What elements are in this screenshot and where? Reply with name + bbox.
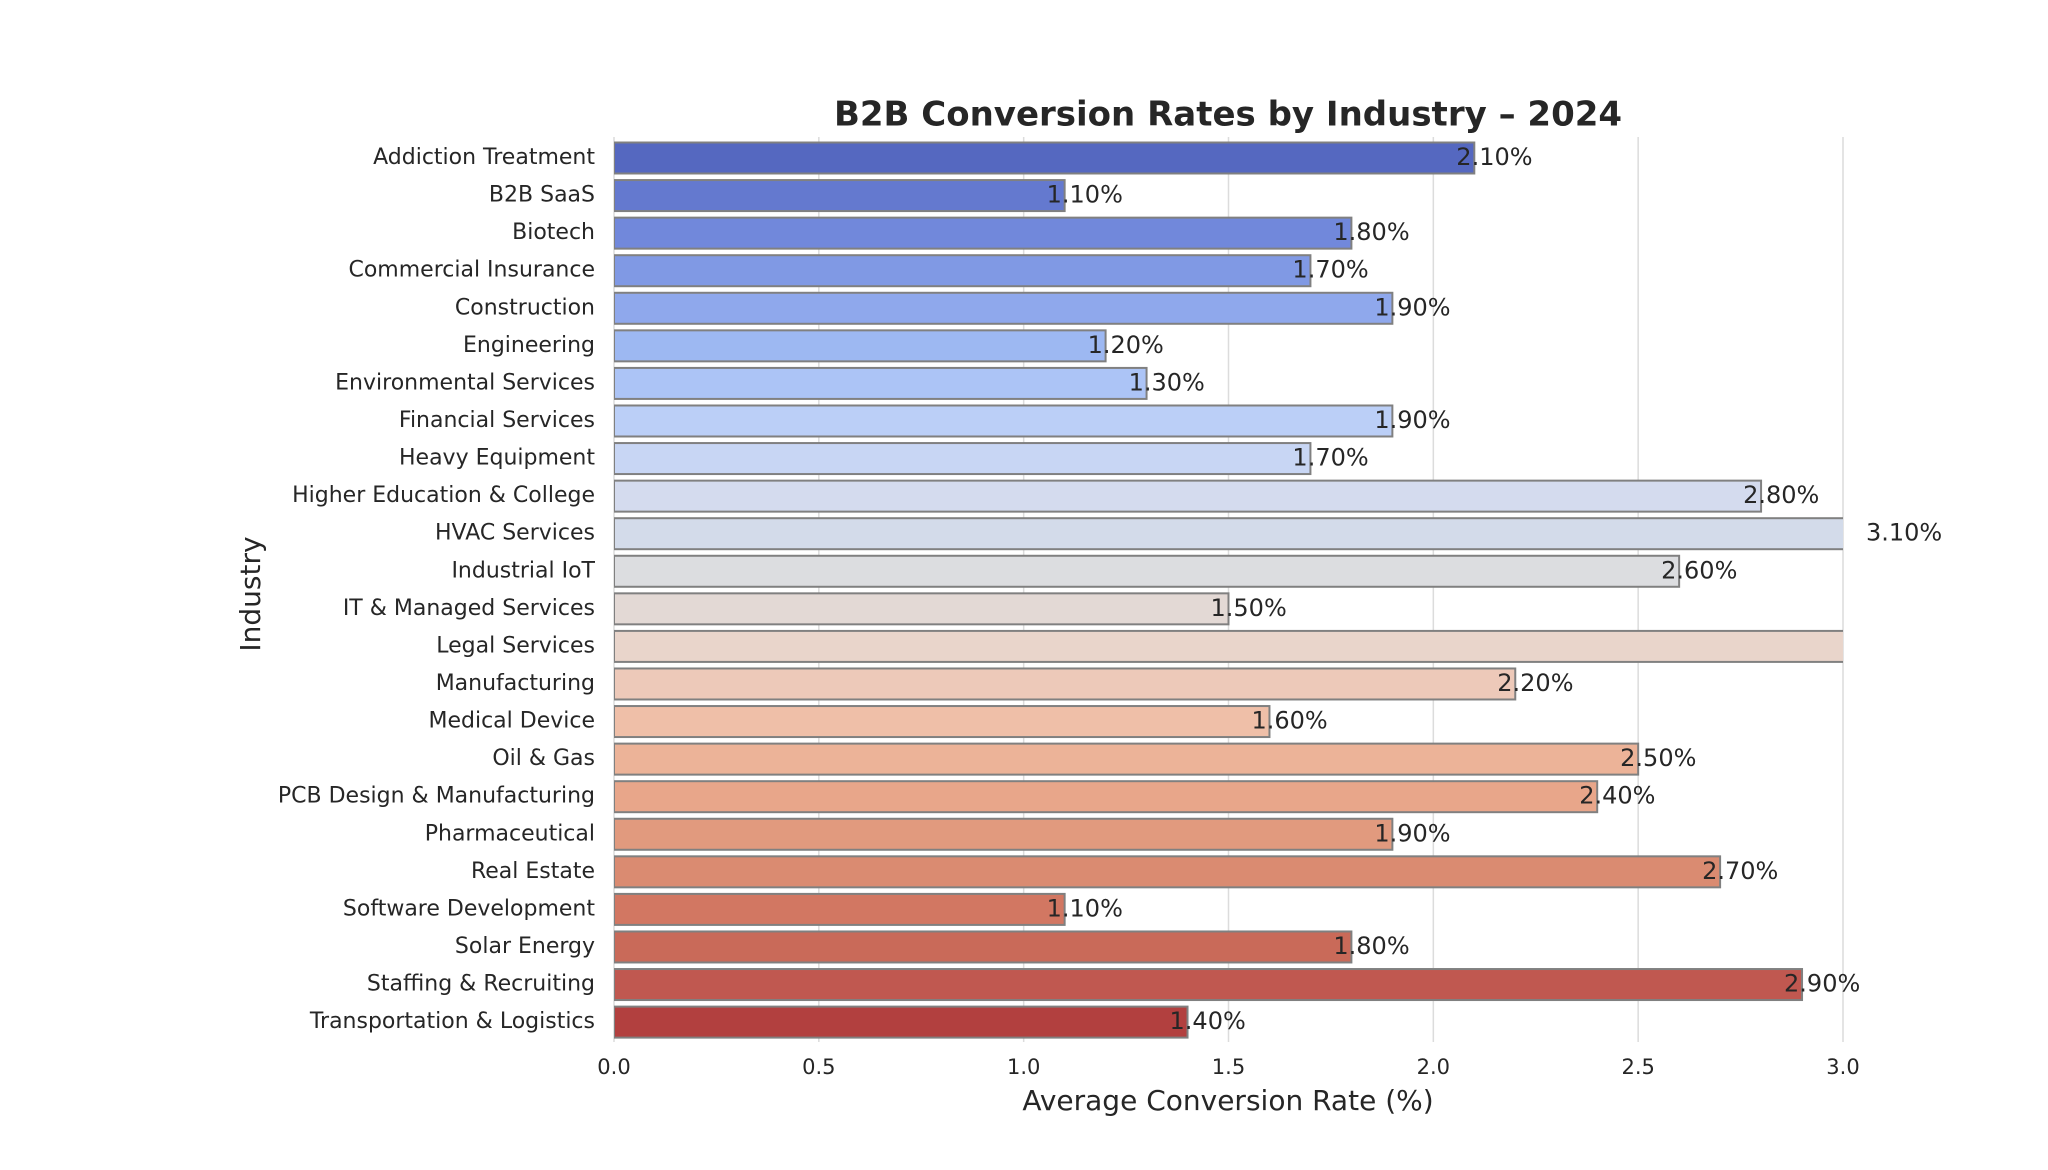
data-label: 2.10% [1456, 143, 1532, 171]
data-label: 1.80% [1333, 218, 1409, 246]
data-label: 2.70% [1702, 857, 1778, 885]
bar [614, 705, 1271, 739]
y-tick-label: Environmental Services [335, 370, 595, 395]
y-tick-label: HVAC Services [435, 521, 595, 546]
bar [614, 291, 1394, 325]
data-label: 3.10% [1866, 519, 1942, 547]
y-tick-label: Pharmaceutical [425, 821, 595, 846]
x-tick-label: 2.5 [1621, 1055, 1654, 1079]
bars [614, 141, 1843, 1039]
y-tick-label: Transportation & Logistics [309, 1009, 595, 1034]
data-label: 1.80% [1333, 932, 1409, 960]
bar [614, 592, 1230, 626]
data-label: 1.40% [1170, 1007, 1246, 1035]
y-axis-label: Industry [234, 536, 267, 651]
bar [614, 1005, 1189, 1039]
y-tick-label: Financial Services [399, 408, 595, 433]
bar [614, 817, 1394, 851]
bar [614, 366, 1148, 400]
labels: 0.0 0.5 1.0 1.5 2.0 2.5 3.0 Addiction Treatment… [278, 143, 1942, 1079]
data-label: 2.90% [1784, 970, 1860, 998]
bar [614, 404, 1394, 438]
y-tick-label: Oil & Gas [492, 746, 595, 771]
bar [614, 329, 1107, 363]
data-label: 1.70% [1292, 256, 1368, 284]
y-tick-label: Industrial IoT [451, 558, 595, 583]
bar [614, 141, 1476, 175]
y-tick-label: Legal Services [436, 633, 595, 658]
data-label: 1.90% [1374, 406, 1450, 434]
data-label: 1.50% [1211, 594, 1287, 622]
data-label: 1.20% [1088, 331, 1164, 359]
bar [614, 742, 1640, 776]
x-axis-label: Average Conversion Rate (%) [1022, 1084, 1433, 1117]
y-tick-label: B2B SaaS [489, 183, 595, 208]
data-label: 1.30% [1129, 368, 1205, 396]
y-tick-label: Heavy Equipment [399, 446, 595, 471]
bar [614, 442, 1312, 476]
data-label: 1.10% [1047, 181, 1123, 209]
bar [614, 667, 1517, 701]
data-label: 2.80% [1743, 481, 1819, 509]
grid [613, 137, 1844, 1042]
y-tick-label: Real Estate [471, 859, 595, 884]
data-label: 2.50% [1620, 744, 1696, 772]
y-tick-label: Manufacturing [436, 671, 595, 696]
bar [614, 780, 1599, 814]
data-label: 1.90% [1374, 819, 1450, 847]
chart-title: B2B Conversion Rates by Industry – 2024 [834, 95, 1622, 135]
data-label: 1.60% [1251, 707, 1327, 735]
y-tick-label: Addiction Treatment [373, 145, 595, 170]
bar [614, 479, 1763, 513]
y-tick-label: Engineering [463, 333, 595, 358]
data-label: 2.60% [1661, 556, 1737, 584]
bar [614, 179, 1066, 213]
x-tick-label: 3.0 [1826, 1055, 1859, 1079]
y-tick-label: Higher Education & College [292, 483, 595, 508]
bar [614, 517, 1843, 551]
bar [614, 968, 1804, 1002]
bar [614, 554, 1681, 588]
x-tick-label: 1.0 [1007, 1055, 1040, 1079]
data-label: 2.40% [1579, 782, 1655, 810]
y-tick-label: Solar Energy [455, 934, 595, 959]
y-tick-label: Staffing & Recruiting [367, 972, 595, 997]
x-tick-label: 2.0 [1417, 1055, 1450, 1079]
y-tick-label: Commercial Insurance [348, 258, 595, 283]
y-tick-label: Software Development [343, 896, 595, 921]
data-label: 2.20% [1497, 669, 1573, 697]
x-tick-label: 0.5 [802, 1055, 835, 1079]
y-tick-label: IT & Managed Services [343, 596, 595, 621]
y-tick-label: Biotech [512, 220, 595, 245]
x-tick-label: 1.5 [1212, 1055, 1245, 1079]
data-label: 1.70% [1292, 444, 1368, 472]
y-tick-label: Medical Device [428, 709, 595, 734]
bar [614, 629, 1843, 663]
bar [614, 892, 1066, 926]
bar [614, 855, 1722, 889]
y-tick-label: Construction [455, 295, 595, 320]
bar [614, 254, 1312, 288]
data-label: 1.10% [1047, 894, 1123, 922]
bar [614, 930, 1353, 964]
y-tick-label: PCB Design & Manufacturing [278, 784, 595, 809]
x-tick-label: 0.0 [597, 1055, 630, 1079]
data-label: 1.90% [1374, 293, 1450, 321]
bar [614, 216, 1353, 250]
